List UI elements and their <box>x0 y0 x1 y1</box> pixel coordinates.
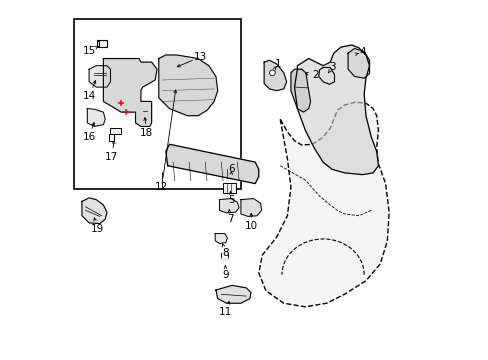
Text: 4: 4 <box>358 47 365 57</box>
Polygon shape <box>165 144 258 184</box>
Polygon shape <box>215 234 227 244</box>
Text: 14: 14 <box>82 91 96 101</box>
Text: 16: 16 <box>82 132 96 142</box>
Text: 2: 2 <box>312 69 319 80</box>
Text: 17: 17 <box>105 152 118 162</box>
Ellipse shape <box>221 251 228 255</box>
Polygon shape <box>258 102 388 307</box>
Text: 13: 13 <box>194 52 207 62</box>
Bar <box>226 169 235 178</box>
Text: 18: 18 <box>140 128 153 138</box>
Bar <box>222 183 236 193</box>
Bar <box>109 134 114 141</box>
Text: 3: 3 <box>328 63 335 72</box>
Text: 5: 5 <box>228 195 235 204</box>
Text: 8: 8 <box>222 248 229 258</box>
Text: 11: 11 <box>219 307 232 317</box>
Polygon shape <box>241 199 261 216</box>
Text: 6: 6 <box>228 164 235 174</box>
Text: 10: 10 <box>244 221 258 231</box>
Polygon shape <box>216 285 250 303</box>
Text: 7: 7 <box>226 214 233 224</box>
Polygon shape <box>87 109 105 126</box>
Polygon shape <box>82 198 107 224</box>
Ellipse shape <box>221 257 228 261</box>
Polygon shape <box>264 60 286 91</box>
Bar <box>141 106 147 116</box>
Bar <box>97 40 106 47</box>
Polygon shape <box>103 59 157 126</box>
Text: 15: 15 <box>82 46 96 57</box>
Polygon shape <box>290 69 310 112</box>
Text: 19: 19 <box>90 224 104 234</box>
Text: 12: 12 <box>155 182 168 192</box>
Circle shape <box>269 70 275 76</box>
Text: 1: 1 <box>275 59 281 69</box>
Polygon shape <box>219 199 239 213</box>
Polygon shape <box>159 55 217 116</box>
Polygon shape <box>89 66 110 87</box>
Polygon shape <box>347 49 369 78</box>
Bar <box>110 129 121 134</box>
Polygon shape <box>294 45 378 175</box>
Polygon shape <box>318 67 334 84</box>
Text: 9: 9 <box>222 270 229 280</box>
